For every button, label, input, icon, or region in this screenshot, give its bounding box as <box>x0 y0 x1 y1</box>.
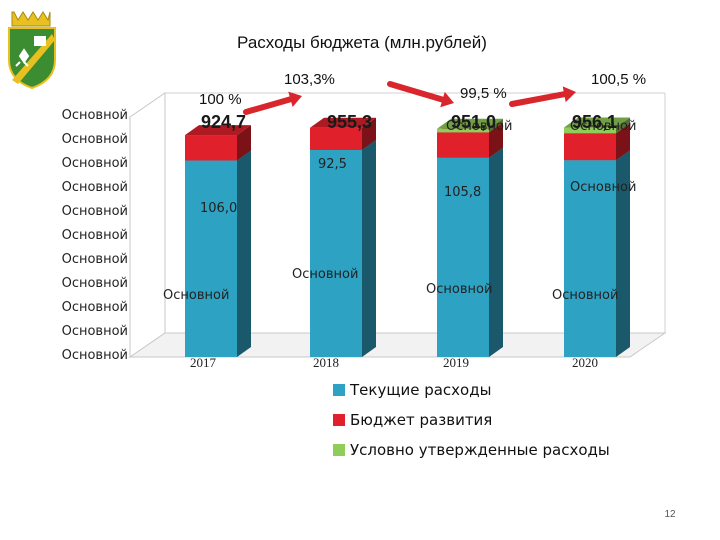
bar-data-label: Основной <box>426 282 492 297</box>
total-label: 924,7 <box>201 112 246 132</box>
total-label: 951,0 <box>451 112 496 132</box>
total-label: 955,3 <box>327 112 372 132</box>
x-tick-label: 2018 <box>313 355 339 370</box>
x-tick-label: 2020 <box>572 355 598 370</box>
y-tick-label: Основной <box>62 348 128 363</box>
bar-data-label: Основной <box>552 288 618 303</box>
bar-data-label: Основной <box>570 119 636 134</box>
y-tick-label: Основной <box>62 228 128 243</box>
legend-item: Бюджет развития <box>333 411 492 429</box>
coat-of-arms-logo <box>8 11 56 90</box>
y-tick-label: Основной <box>62 276 128 291</box>
legend-label: Бюджет развития <box>350 411 492 429</box>
growth-arrows <box>243 81 576 115</box>
legend-swatch <box>333 444 345 456</box>
arrow-icon <box>387 81 454 108</box>
bar-segment <box>185 125 251 161</box>
bar-segment <box>185 150 251 357</box>
total-labels: 924,7 955,3 951,0 956,1 <box>201 112 617 132</box>
percent-label: 100 % <box>199 91 242 108</box>
y-tick-label: Основной <box>62 324 128 339</box>
legend-item: Текущие расходы <box>333 381 491 399</box>
legend-swatch <box>333 414 345 426</box>
bar-segment <box>437 118 503 133</box>
bars: Основной Основной Основной Основной 106,0 92,… <box>163 117 636 357</box>
x-tick-label: 2017 <box>190 355 217 370</box>
y-tick-label: Основной <box>62 156 128 171</box>
x-axis-ticks: 2017 2018 2019 2020 <box>190 355 598 370</box>
y-tick-label: Основной <box>62 204 128 219</box>
bar-segment <box>564 117 630 134</box>
legend-item: Условно утвержденные расходы <box>333 441 610 459</box>
y-tick-label: Основной <box>62 252 128 267</box>
bar-segment <box>310 117 376 150</box>
x-tick-label: 2019 <box>443 355 469 370</box>
bar-data-label: Основной <box>446 119 512 134</box>
legend-swatch <box>333 384 345 396</box>
bar-segment <box>310 139 376 357</box>
y-tick-label: Основной <box>62 300 128 315</box>
percent-label: 99,5 % <box>460 85 507 102</box>
total-label: 956,1 <box>572 112 617 132</box>
bar-data-label: 105,8 <box>444 185 481 200</box>
legend-label: Условно утвержденные расходы <box>350 441 610 459</box>
percent-labels: 100 % 103,3% 99,5 % 100,5 % <box>199 71 646 108</box>
bar-data-label: Основной <box>570 180 636 195</box>
y-tick-label: Основной <box>62 180 128 195</box>
percent-label: 100,5 % <box>591 71 646 88</box>
bar-data-label: Основной <box>292 267 358 282</box>
arrow-icon <box>243 91 302 115</box>
bar-data-label: Основной <box>163 288 229 303</box>
bar-segment <box>437 147 503 357</box>
legend: Текущие расходы Бюджет развития Условно ут… <box>333 381 610 459</box>
bar-data-label: 106,0 <box>200 201 237 216</box>
legend-label: Текущие расходы <box>349 381 491 399</box>
y-tick-label: Основной <box>62 108 128 123</box>
arrow-icon <box>509 86 576 107</box>
y-axis-ticks: Основной Основной Основной Основной Основной… <box>62 108 128 363</box>
page-number: 12 <box>664 509 676 520</box>
percent-label: 103,3% <box>284 71 335 88</box>
y-tick-label: Основной <box>62 132 128 147</box>
chart-title: Расходы бюджета (млн.рублей) <box>237 33 487 52</box>
bar-data-label: 92,5 <box>318 157 347 172</box>
plot-walls <box>128 92 667 358</box>
